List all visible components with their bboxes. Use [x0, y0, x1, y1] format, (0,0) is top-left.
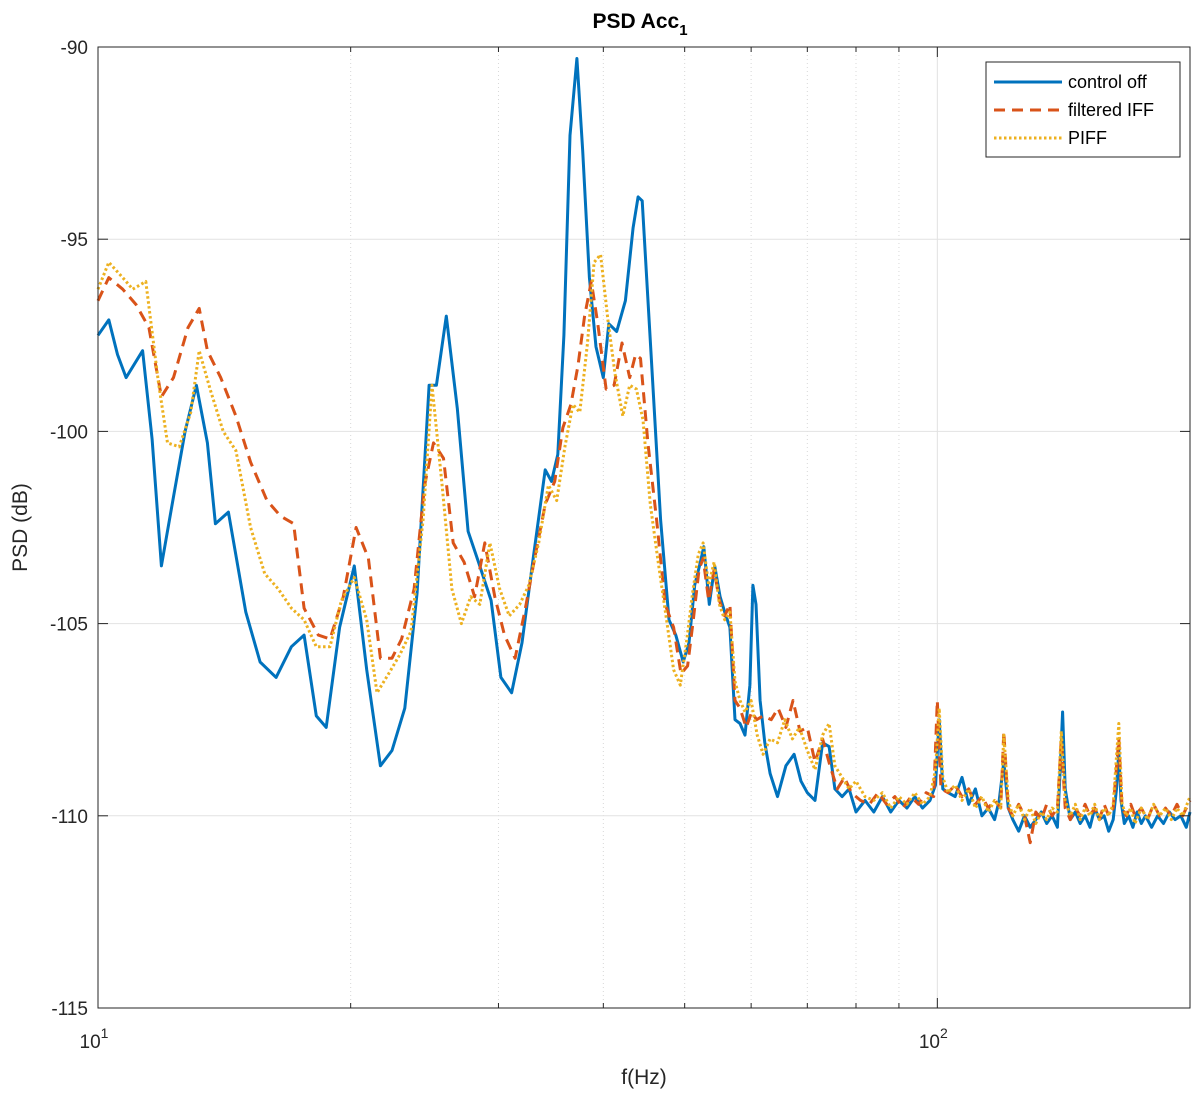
- y-axis-label: PSD (dB): [9, 483, 32, 572]
- x-axis-label: f(Hz): [621, 1066, 667, 1089]
- plot-area: [98, 47, 1190, 1008]
- y-tick-label: -110: [51, 807, 88, 828]
- x-tick-label: 102: [919, 1025, 948, 1053]
- series-lines: [96, 57, 1192, 845]
- y-tick-label: -115: [51, 999, 88, 1020]
- y-tick-label: -105: [50, 615, 88, 636]
- series-line-2: [96, 276, 1192, 845]
- chart-title-subscript: 1: [679, 22, 687, 39]
- series-line-3: [96, 253, 1192, 825]
- legend-label-3: PIFF: [1068, 128, 1107, 148]
- chart-title: PSD Acc1: [592, 10, 687, 39]
- y-tick-label: -90: [61, 38, 88, 59]
- legend: control off filtered IFF PIFF: [985, 61, 1181, 158]
- ticks: -115 -110 -105 -100 -95 -90 101 102: [50, 38, 1191, 1053]
- legend-label-2: filtered IFF: [1068, 100, 1154, 120]
- x-tick-label: 101: [80, 1025, 109, 1053]
- axes-frame: [97, 46, 1191, 1009]
- y-tick-label: -100: [50, 422, 88, 443]
- y-tick-label: -95: [61, 230, 88, 251]
- chart-title-main: PSD Acc: [592, 10, 679, 33]
- series-line-1: [96, 57, 1192, 833]
- legend-label-1: control off: [1068, 72, 1148, 92]
